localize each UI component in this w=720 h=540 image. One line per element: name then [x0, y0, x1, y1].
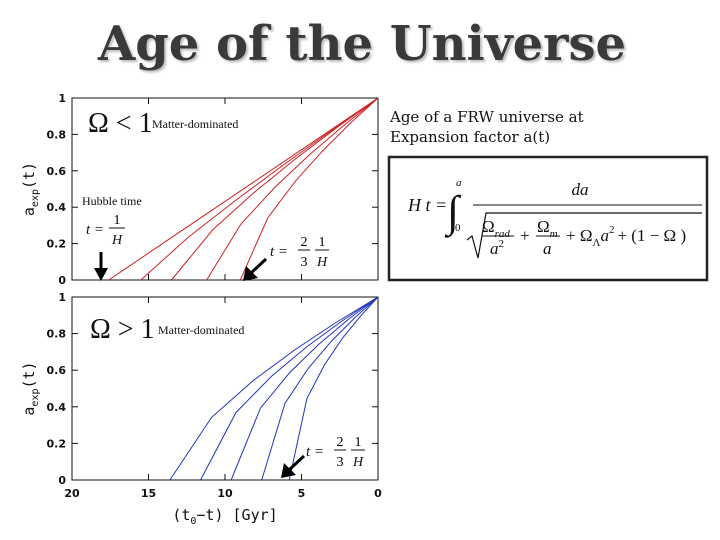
eq-term: + ΩΛa2 + (1 − Ω ) — [566, 224, 686, 249]
omega-label: Ω > 1 — [90, 314, 155, 345]
eq-symbol: a — [490, 239, 499, 258]
eq-term: Ωm — [537, 217, 558, 240]
formula: H — [111, 233, 123, 248]
eq-subscript: m — [550, 228, 558, 240]
eq-subscript: Λ — [592, 237, 600, 249]
arrows — [94, 252, 306, 478]
x-tick-label: 15 — [141, 487, 156, 500]
curve — [200, 296, 379, 481]
curve — [171, 97, 379, 281]
x-tick-label: 10 — [217, 487, 233, 500]
y-tick-label: 0.8 — [47, 128, 67, 141]
eq-numerator: da — [572, 180, 589, 199]
y-axis-label-sub: exp — [30, 189, 41, 207]
formula: 1 — [114, 213, 121, 228]
note-line: Expansion factor a(t) — [390, 128, 550, 146]
y-axis-label-part: a — [20, 207, 38, 216]
eq-symbol: Ω — [537, 217, 550, 236]
x-axis-label-part: −t) [Gyr] — [196, 506, 277, 524]
arrow-head — [243, 266, 258, 281]
formula: t = — [306, 444, 324, 460]
curve — [206, 97, 379, 281]
formula: 3 — [337, 455, 344, 470]
eq-lower: 0 — [455, 222, 461, 234]
equation-box — [387, 155, 709, 282]
x-tick-label: 20 — [64, 487, 80, 500]
eq-symbol: + Ω — [566, 226, 592, 245]
y-axis-label-part: (t) — [20, 162, 38, 189]
y-tick-label: 0.6 — [47, 165, 67, 178]
eq-term: a2 — [490, 238, 504, 258]
y-tick-label: 0.2 — [47, 437, 67, 450]
formula: 1 — [319, 235, 326, 250]
formula: t = — [270, 244, 288, 260]
formula: 3 — [301, 255, 308, 270]
eq-superscript: 2 — [609, 224, 615, 236]
arrow-head — [281, 463, 296, 478]
curve — [261, 296, 379, 481]
y-axis-label-part: (t) — [20, 361, 38, 388]
regime-label: Matter-dominated — [152, 117, 238, 131]
slide-title: Age of the Universe — [97, 16, 626, 72]
y-tick-label: 0.8 — [47, 328, 67, 341]
y-tick-label: 1 — [58, 291, 66, 304]
x-tick-label: 5 — [298, 487, 306, 500]
eq-term: a — [543, 239, 552, 258]
eq-symbol: a — [600, 226, 609, 245]
hubble-label: Hubble time — [82, 194, 142, 208]
y-tick-label: 0.2 — [47, 238, 67, 251]
eq-lhs: H t = — [407, 195, 447, 215]
eq-term: Ωrad — [482, 217, 510, 240]
y-tick-label: 0.6 — [47, 364, 67, 377]
formula: H — [316, 255, 328, 270]
y-tick-label: 0 — [58, 474, 66, 487]
formula: H — [352, 455, 364, 470]
y-axis-label: aexp(t) — [20, 361, 41, 415]
note-line: Age of a FRW universe at — [389, 108, 584, 126]
curve — [169, 296, 379, 481]
panel: 0 0.2 0.4 0.6 0.8 1 aexp(t) — [20, 92, 379, 287]
curve — [140, 97, 379, 281]
curve — [239, 97, 379, 281]
sqrt-sign — [466, 212, 702, 259]
arrow-head — [94, 268, 108, 281]
formula: 2 — [301, 235, 308, 250]
x-axis-label-sub: 0 — [190, 516, 196, 527]
eq-symbol: + (1 − Ω ) — [617, 226, 686, 245]
y-tick-label: 0 — [58, 274, 66, 287]
eq-superscript: 2 — [499, 238, 505, 250]
y-tick-label: 0.4 — [47, 401, 67, 414]
formula: t = — [86, 222, 104, 238]
eq-subscript: rad — [495, 228, 511, 240]
y-axis-label-sub: exp — [30, 389, 41, 407]
y-tick-label: 0.4 — [47, 201, 67, 214]
x-axis-label-part: (t — [172, 506, 190, 524]
equation: H t = ∫ a 0 da Ωrad a2 + Ωm a + ΩΛa2 + (1… — [407, 177, 702, 259]
y-axis-label: aexp(t) — [20, 162, 41, 216]
y-axis-label-part: a — [20, 407, 38, 416]
x-axis-label: (t0−t) [Gyr] — [172, 506, 277, 527]
curve — [108, 97, 379, 281]
eq-upper: a — [456, 177, 462, 189]
curve — [230, 296, 379, 481]
eq-symbol: Ω — [482, 217, 495, 236]
y-tick-label: 1 — [58, 92, 66, 105]
arrow — [287, 454, 306, 472]
x-tick-label: 0 — [374, 487, 382, 500]
omega-label: Ω < 1 — [88, 108, 153, 139]
integral-sign: ∫ — [444, 187, 462, 238]
arrow — [249, 257, 268, 275]
regime-label: Matter-dominated — [158, 323, 244, 337]
formula: 2 — [337, 435, 344, 450]
eq-operator: + — [520, 226, 530, 245]
formula: 1 — [355, 435, 362, 450]
curve — [288, 296, 379, 481]
